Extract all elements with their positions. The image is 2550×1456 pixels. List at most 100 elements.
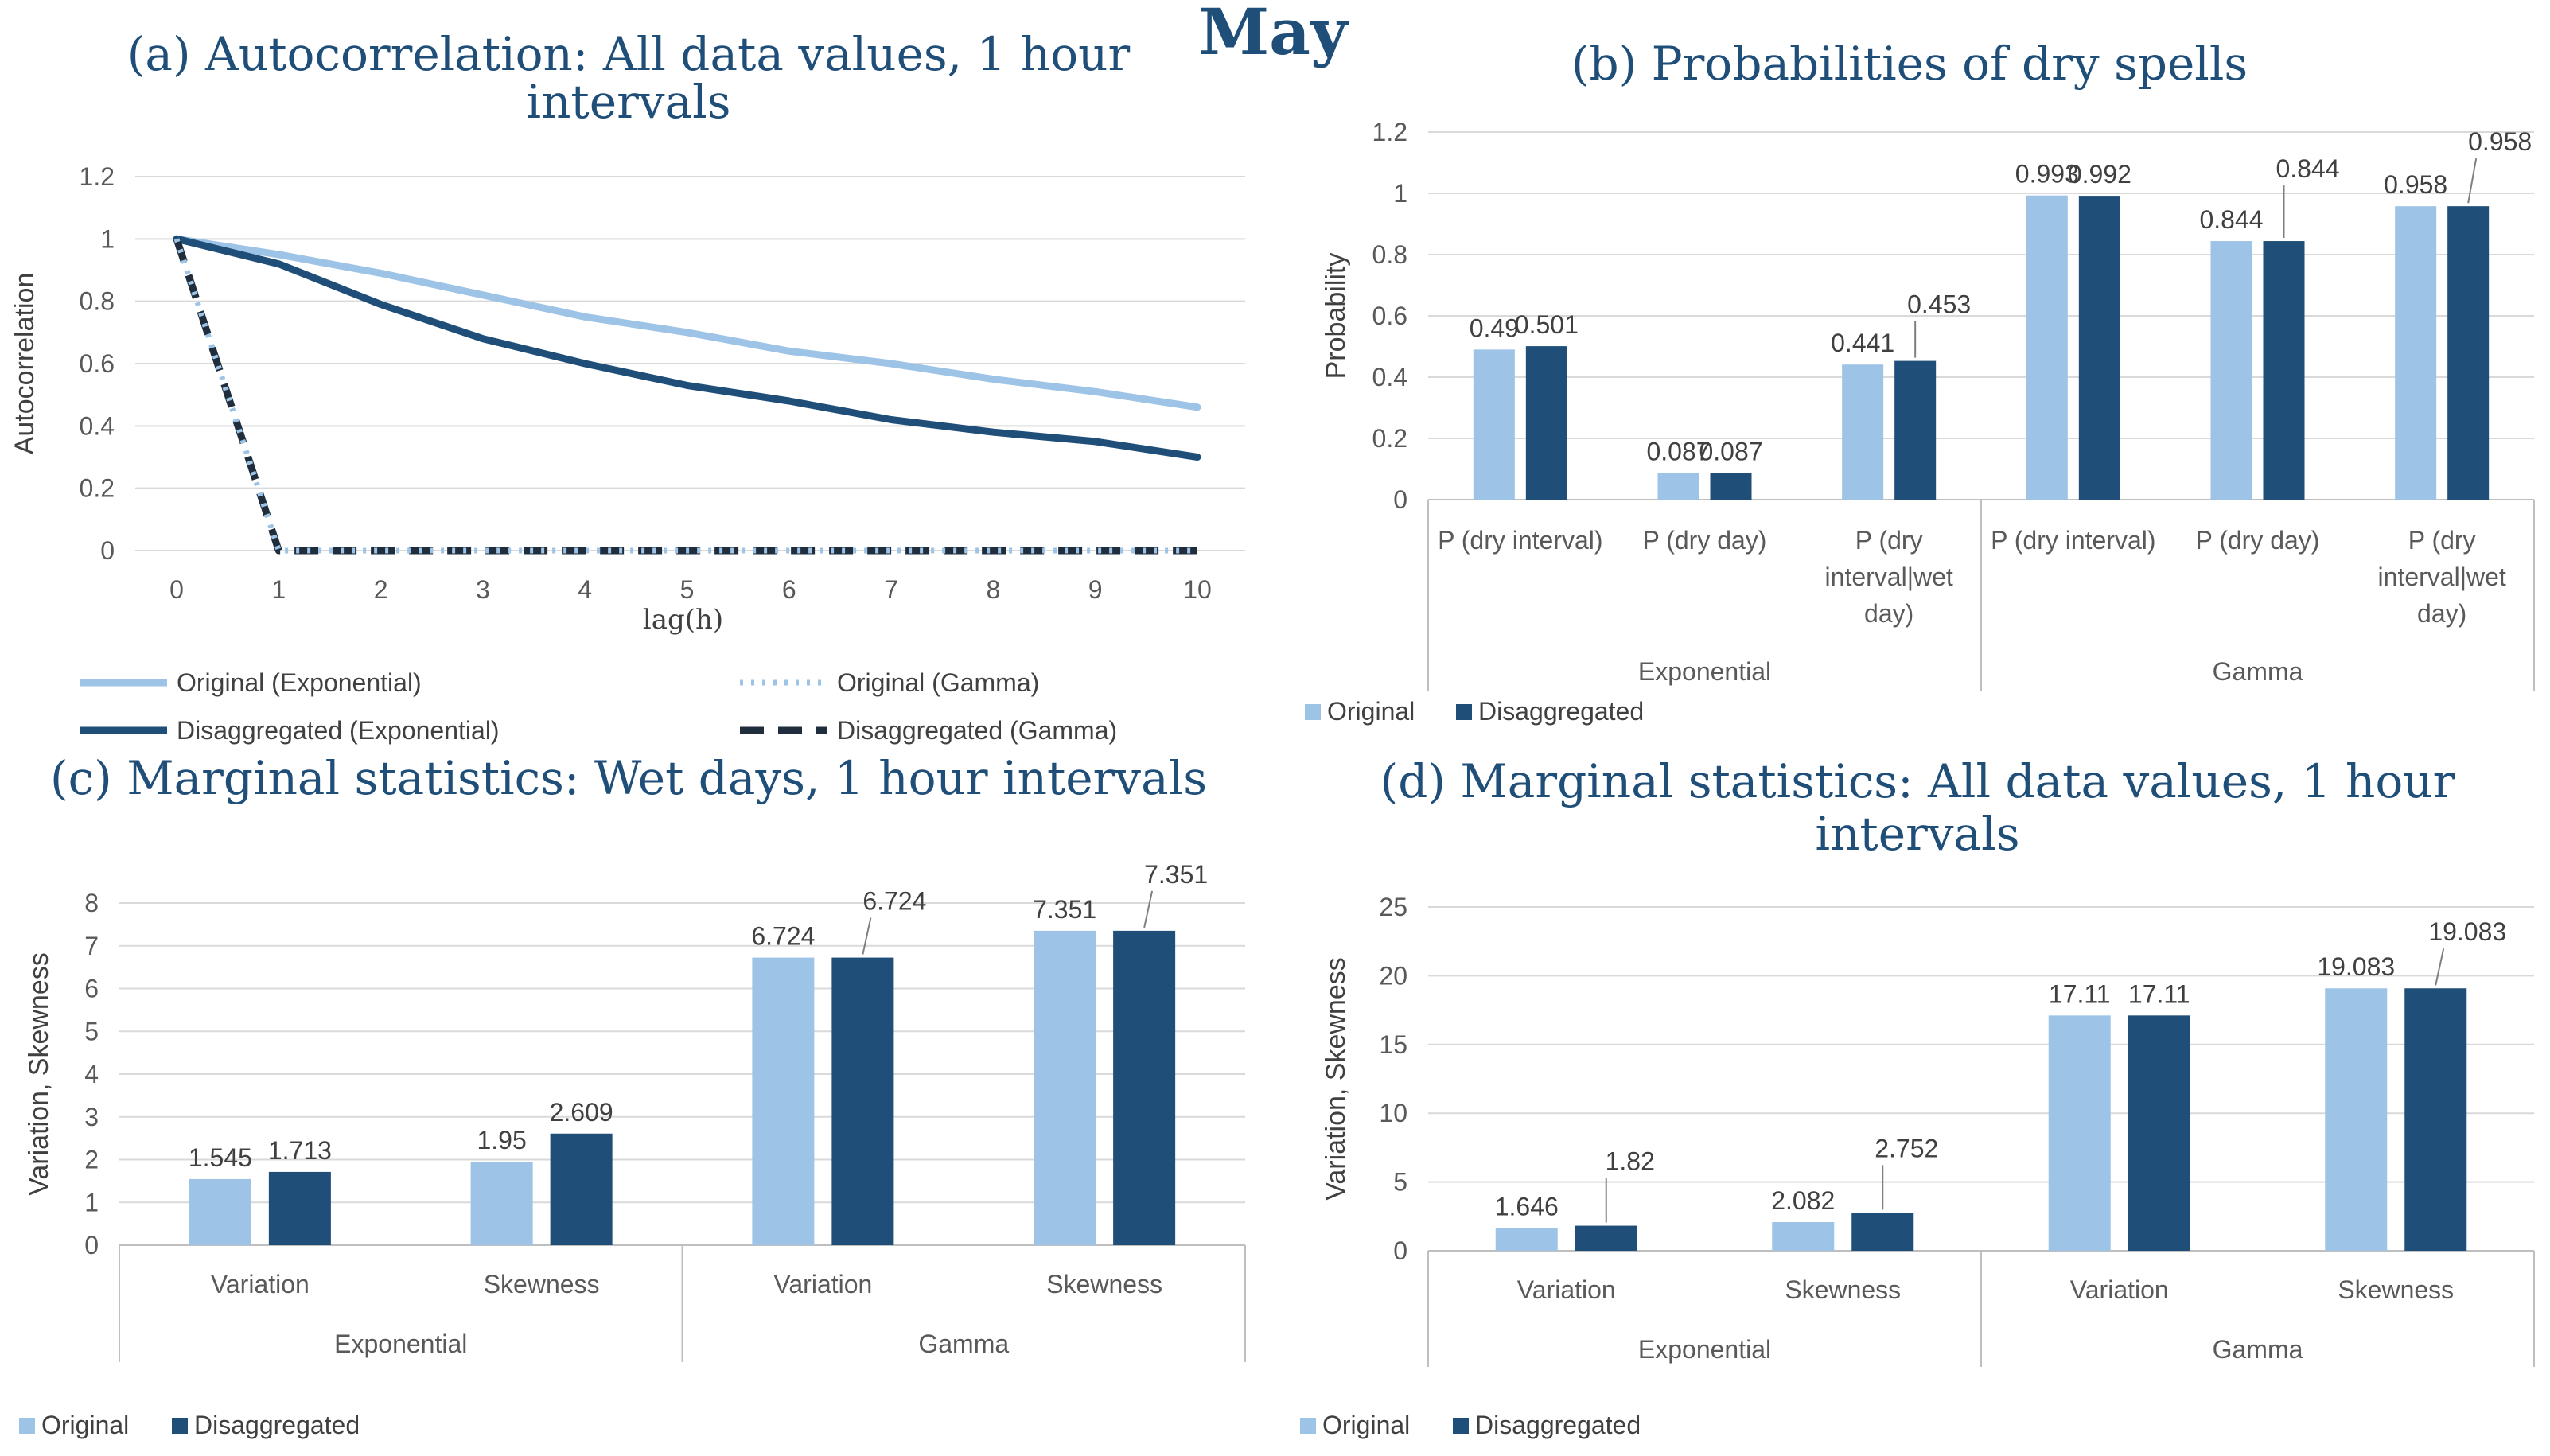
group-label: Exponential bbox=[334, 1329, 467, 1358]
series-line-original-gamma bbox=[173, 238, 1197, 554]
bar-original bbox=[2210, 241, 2252, 500]
y-tick-label: 1 bbox=[84, 1188, 99, 1217]
chart-title: (c) Marginal statistics: Wet days, 1 hou… bbox=[50, 751, 1207, 805]
category-label: Variation bbox=[211, 1270, 310, 1298]
bar-disaggregated bbox=[550, 1133, 613, 1245]
y-axis-title: Variation, Skewness bbox=[1321, 957, 1351, 1201]
data-label: 0.087 bbox=[1646, 438, 1710, 466]
series-line-disaggregated-exponential bbox=[173, 235, 1201, 461]
category-label: P (dry interval) bbox=[1438, 526, 1602, 555]
data-label: 1.82 bbox=[1606, 1147, 1655, 1176]
bar-disaggregated bbox=[1851, 1213, 1914, 1251]
x-tick-label: 1 bbox=[271, 575, 286, 604]
leader-line bbox=[2467, 158, 2478, 204]
data-label: 1.95 bbox=[477, 1126, 526, 1154]
category-label: interval|wet bbox=[2378, 563, 2506, 591]
bar-original bbox=[1842, 364, 1884, 500]
data-label: 0.844 bbox=[2276, 154, 2339, 183]
chart-title: (a) Autocorrelation: All data values, 1 … bbox=[127, 27, 1131, 81]
leader-line bbox=[1143, 890, 1154, 928]
legend-label: Disaggregated (Gamma) bbox=[837, 716, 1117, 745]
legend-swatch-disaggregated bbox=[1453, 1418, 1469, 1434]
legend-swatch-original bbox=[19, 1418, 35, 1434]
bar-original bbox=[2325, 988, 2388, 1251]
legend-label: Original bbox=[1327, 697, 1415, 726]
bar-disaggregated bbox=[2447, 206, 2490, 500]
data-label: 0.087 bbox=[1699, 438, 1762, 466]
data-label: 19.083 bbox=[2428, 917, 2506, 946]
y-tick-label: 0 bbox=[100, 536, 115, 565]
x-tick-label: 10 bbox=[1183, 575, 1212, 604]
y-tick-label: 5 bbox=[1393, 1168, 1407, 1197]
group-label: Exponential bbox=[1638, 1335, 1771, 1364]
y-tick-label: 10 bbox=[1379, 1099, 1407, 1127]
data-label: 0.958 bbox=[2384, 170, 2447, 199]
bar-original bbox=[1473, 349, 1515, 500]
legend-label: Disaggregated bbox=[1475, 1411, 1641, 1439]
chart-title: (b) Probabilities of dry spells bbox=[1571, 37, 2248, 91]
category-label: P (dry day) bbox=[1643, 526, 1767, 555]
group-label: Exponential bbox=[1638, 657, 1771, 686]
x-tick-label: 5 bbox=[680, 575, 695, 604]
legend-label: Original (Exponential) bbox=[177, 668, 422, 697]
group-label: Gamma bbox=[2213, 1335, 2303, 1364]
data-label: 19.083 bbox=[2317, 952, 2395, 981]
panel-d-all-data-chart: (d) Marginal statistics: All data values… bbox=[1300, 754, 2535, 1439]
y-tick-label: 1.2 bbox=[80, 162, 115, 191]
y-tick-label: 0.6 bbox=[1372, 302, 1407, 330]
category-label: day) bbox=[1864, 599, 1913, 628]
x-tick-label: 9 bbox=[1088, 575, 1103, 604]
x-tick-label: 3 bbox=[476, 575, 490, 604]
y-tick-label: 15 bbox=[1379, 1030, 1407, 1059]
bar-original bbox=[2395, 206, 2437, 500]
legend-label: Original bbox=[1322, 1411, 1410, 1439]
data-label: 6.724 bbox=[751, 922, 815, 951]
data-label: 0.501 bbox=[1515, 310, 1579, 339]
bar-original bbox=[1772, 1222, 1835, 1251]
x-tick-label: 4 bbox=[578, 575, 592, 604]
leader-line bbox=[2435, 948, 2445, 986]
leader-line bbox=[862, 917, 872, 955]
legend-swatch-original bbox=[1300, 1418, 1316, 1434]
y-tick-label: 8 bbox=[84, 889, 99, 917]
x-tick-label: 2 bbox=[374, 575, 388, 604]
x-axis-title: lag(h) bbox=[643, 604, 723, 636]
y-tick-label: 0.4 bbox=[80, 411, 115, 440]
panel-b-dry-spells-chart: (b) Probabilities of dry spells 0 0.2 0.4 0.… bbox=[1305, 37, 2535, 726]
bar-disaggregated bbox=[268, 1171, 331, 1245]
bar-disaggregated bbox=[2128, 1015, 2190, 1251]
legend-label: Original bbox=[41, 1411, 129, 1439]
y-tick-label: 4 bbox=[84, 1060, 99, 1088]
bar-original bbox=[2048, 1015, 2111, 1251]
y-tick-label: 6 bbox=[84, 975, 99, 1003]
data-label: 0.993 bbox=[2015, 160, 2079, 189]
bar-disaggregated bbox=[1525, 346, 1567, 500]
y-tick-label: 0 bbox=[1393, 485, 1407, 514]
x-tick-label: 0 bbox=[169, 575, 184, 604]
y-tick-label: 0.4 bbox=[1372, 363, 1407, 391]
data-label: 0.441 bbox=[1831, 329, 1894, 357]
legend-swatch-original bbox=[1305, 704, 1321, 720]
bar-original bbox=[752, 957, 815, 1245]
category-label: Skewness bbox=[484, 1270, 600, 1298]
bar-original bbox=[189, 1178, 251, 1245]
y-axis-title: Variation, Skewness bbox=[24, 952, 54, 1196]
bar-disaggregated bbox=[831, 957, 894, 1245]
y-tick-label: 2 bbox=[84, 1146, 99, 1174]
y-tick-label: 0.8 bbox=[80, 287, 115, 316]
category-label: P (dry bbox=[1855, 526, 1923, 555]
y-tick-label: 0.2 bbox=[1372, 424, 1407, 453]
x-tick-label: 6 bbox=[782, 575, 796, 604]
bar-disaggregated bbox=[1575, 1225, 1637, 1251]
category-label: Skewness bbox=[1785, 1275, 1901, 1304]
category-label: P (dry day) bbox=[2196, 526, 2320, 555]
legend-label: Disaggregated bbox=[1478, 697, 1644, 726]
x-tick-label: 7 bbox=[884, 575, 898, 604]
panel-c-wet-days-chart: (c) Marginal statistics: Wet days, 1 hou… bbox=[19, 751, 1246, 1439]
y-tick-label: 20 bbox=[1379, 961, 1407, 990]
data-label: 17.11 bbox=[2128, 979, 2190, 1008]
category-label: Variation bbox=[773, 1270, 872, 1298]
bar-disaggregated bbox=[1894, 360, 1937, 500]
chart-title-line2: intervals bbox=[527, 75, 731, 129]
